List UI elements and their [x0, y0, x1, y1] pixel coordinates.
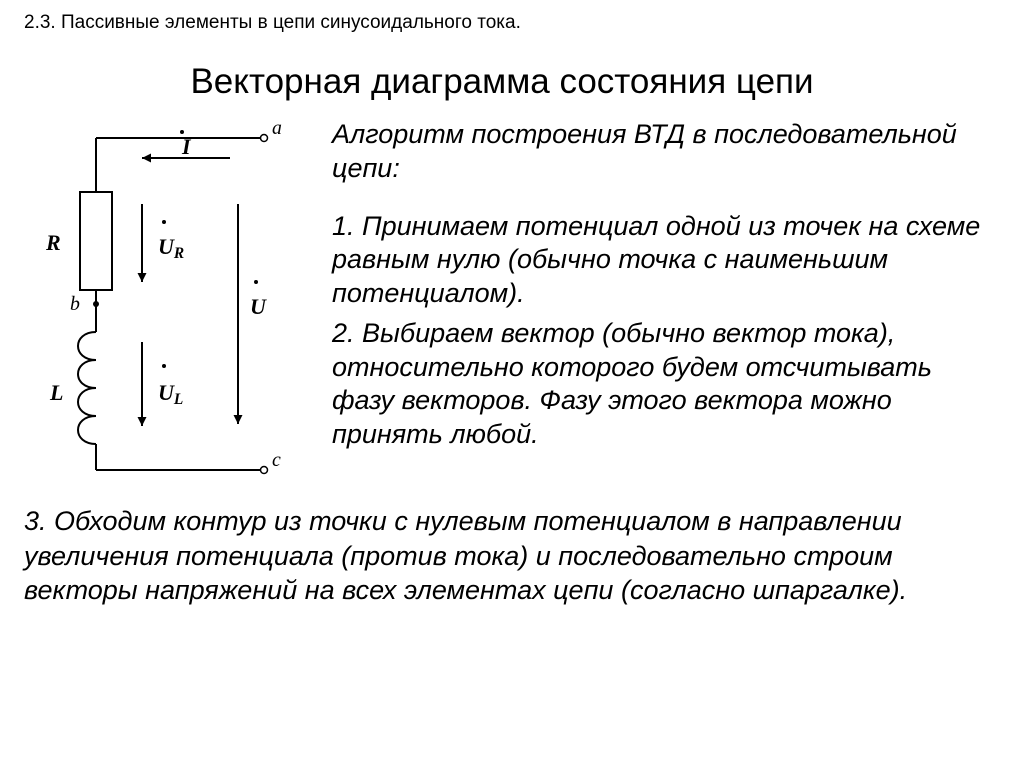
section-header: 2.3. Пассивные элементы в цепи синусоида…: [24, 12, 1000, 34]
svg-text:L: L: [49, 380, 63, 405]
algorithm-step-3: 3. Обходим контур из точки с нулевым пот…: [24, 504, 1000, 608]
circuit-diagram: RLIURULUacb: [24, 114, 324, 494]
page-title: Векторная диаграмма состояния цепи: [4, 62, 1000, 102]
svg-text:I: I: [181, 134, 192, 159]
svg-text:U: U: [250, 294, 267, 319]
algorithm-step-1: 1. Принимаем потенциал одной из точек на…: [332, 210, 1000, 311]
svg-text:R: R: [45, 230, 61, 255]
svg-text:b: b: [70, 293, 80, 315]
text-column: Алгоритм построения ВТД в последовательн…: [332, 114, 1000, 494]
svg-text:a: a: [272, 117, 282, 139]
algorithm-step-2: 2. Выбираем вектор (обычно вектор тока),…: [332, 317, 1000, 452]
content-row: RLIURULUacb Алгоритм построения ВТД в по…: [24, 114, 1000, 494]
circuit-diagram-column: RLIURULUacb: [24, 114, 324, 494]
svg-text:c: c: [272, 449, 281, 471]
algorithm-intro: Алгоритм построения ВТД в последовательн…: [332, 118, 1000, 186]
